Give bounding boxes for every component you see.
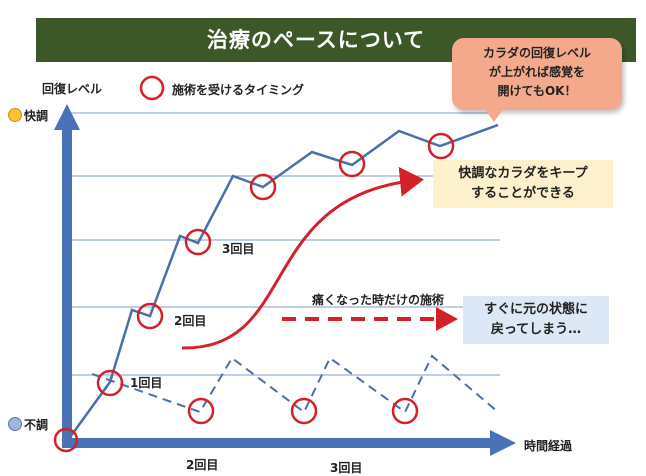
treatment-circle bbox=[53, 427, 79, 453]
treatment-circle bbox=[249, 173, 277, 201]
legend-circle-icon bbox=[139, 75, 165, 101]
visit-label-dashed-3: 3回目 bbox=[330, 461, 363, 475]
treatment-circle bbox=[187, 397, 215, 425]
relapse-arrow-head bbox=[436, 307, 458, 331]
legend-label: 施術を受けるタイミング bbox=[172, 83, 305, 97]
visit-label-dashed-2: 2回目 bbox=[186, 458, 219, 472]
treatment-circle bbox=[338, 150, 366, 178]
x-axis-label: 時間経過 bbox=[524, 439, 573, 453]
improvement-curve-arrow bbox=[181, 166, 424, 350]
bottom-level-label: 不調 bbox=[8, 416, 48, 433]
bottom-level-text: 不調 bbox=[24, 418, 49, 432]
bad-outcome-line: すぐに元の状態に bbox=[483, 302, 588, 317]
smile-emoji-icon bbox=[8, 108, 22, 122]
treatment-circle bbox=[427, 132, 455, 160]
good-outcome-line: することができる bbox=[471, 186, 575, 201]
x-axis bbox=[62, 430, 516, 456]
good-outcome-box bbox=[433, 160, 613, 208]
steady-treatment-line bbox=[66, 123, 499, 441]
grid-lines bbox=[68, 112, 500, 376]
relapse-arrow-label: 痛くなった時だけの施術 bbox=[312, 293, 445, 307]
top-level-label: 快調 bbox=[8, 107, 48, 124]
sick-emoji-icon bbox=[8, 417, 22, 431]
good-outcome-line: 快調なカラダをキープ bbox=[458, 166, 588, 181]
callout-line: カラダの回復レベル bbox=[482, 46, 591, 60]
callout-line: が上がれば感覚を bbox=[488, 65, 585, 79]
visit-label-solid-1: 1回目 bbox=[130, 376, 163, 390]
callout-text: カラダの回復レベル が上がれば感覚を 開けてもOK！ bbox=[452, 44, 622, 101]
treatment-circle bbox=[96, 369, 124, 397]
visit-label-solid-2: 2回目 bbox=[174, 314, 207, 328]
visit-label-solid-3: 3回目 bbox=[222, 242, 255, 256]
callout-bubble bbox=[452, 38, 622, 110]
treatment-circles bbox=[53, 132, 455, 453]
bad-outcome-text: すぐに元の状態に 戻ってしまう… bbox=[463, 300, 609, 340]
top-level-text: 快調 bbox=[24, 109, 49, 123]
y-axis bbox=[54, 104, 80, 440]
good-outcome-text: 快調なカラダをキープ することができる bbox=[433, 164, 613, 204]
y-axis-label: 回復レベル bbox=[42, 82, 103, 96]
bad-outcome-box bbox=[463, 296, 609, 344]
bad-outcome-line: 戻ってしまう… bbox=[490, 322, 582, 337]
callout-tail bbox=[484, 108, 504, 122]
treatment-circle bbox=[136, 302, 164, 330]
treatment-circle bbox=[290, 397, 318, 425]
callout-line: 開けてもOK！ bbox=[497, 84, 577, 98]
treatment-circle bbox=[391, 397, 419, 425]
treatment-circle bbox=[184, 228, 212, 256]
irregular-treatment-line bbox=[91, 354, 499, 414]
page-title: 治療のペースについて bbox=[206, 28, 426, 52]
